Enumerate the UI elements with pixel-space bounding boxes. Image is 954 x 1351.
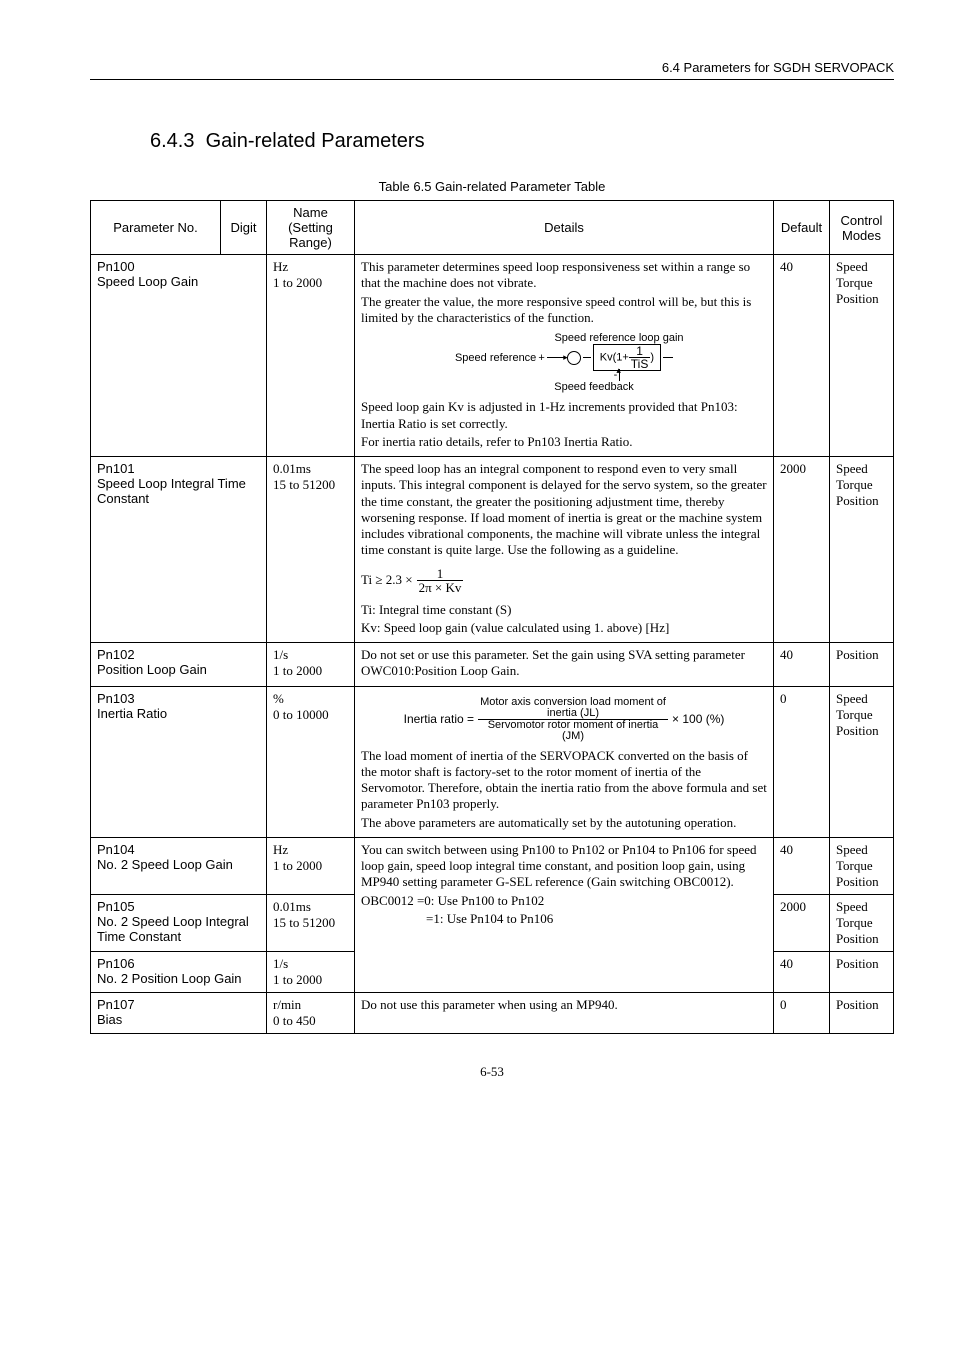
cell-modes: Speed Torque Position (830, 686, 894, 837)
page-header: 6.4 Parameters for SGDH SERVOPACK (90, 60, 894, 80)
transfer-function-box: Kv(1+1TiS) (593, 344, 661, 371)
cell-details: Do not use this parameter when using an … (355, 992, 774, 1033)
cell-name: 0.01ms 15 to 51200 (267, 457, 355, 643)
table-row: Pn107 Bias r/min 0 to 450 Do not use thi… (91, 992, 894, 1033)
table-row: Pn104 No. 2 Speed Loop Gain Hz 1 to 2000… (91, 837, 894, 894)
cell-default: 0 (774, 686, 830, 837)
detail-text: This parameter determines speed loop res… (361, 259, 767, 292)
page-number: 6-53 (90, 1064, 894, 1080)
cell-default: 40 (774, 837, 830, 894)
detail-text: The load moment of inertia of the SERVOP… (361, 748, 767, 813)
formula-tail: × 100 (%) (672, 712, 724, 726)
cell-default: 2000 (774, 457, 830, 643)
cell-default: 0 (774, 992, 830, 1033)
frac-den: TiS (629, 358, 651, 370)
cell-param: Pn100 Speed Loop Gain (91, 255, 267, 457)
detail-text: Do not set or use this parameter. Set th… (361, 647, 767, 680)
breadcrumb: 6.4 Parameters for SGDH SERVOPACK (662, 60, 894, 75)
detail-text: Speed loop gain Kv is adjusted in 1-Hz i… (361, 399, 767, 432)
cell-details: This parameter determines speed loop res… (355, 255, 774, 457)
col-header-name: Name (Setting Range) (267, 201, 355, 255)
cell-modes: Speed Torque Position (830, 255, 894, 457)
col-header-param: Parameter No. (91, 201, 221, 255)
cell-param: Pn106 No. 2 Position Loop Gain (91, 951, 267, 992)
detail-text: You can switch between using Pn100 to Pn… (361, 842, 767, 891)
cell-modes: Position (830, 951, 894, 992)
cell-name: % 0 to 10000 (267, 686, 355, 837)
formula-num: Motor axis conversion load moment of ine… (478, 697, 668, 720)
detail-text: For inertia ratio details, refer to Pn10… (361, 434, 767, 450)
cell-param: Pn101 Speed Loop Integral Time Constant (91, 457, 267, 643)
cell-modes: Speed Torque Position (830, 894, 894, 951)
cell-param: Pn103 Inertia Ratio (91, 686, 267, 837)
col-header-details: Details (355, 201, 774, 255)
table-row: Pn103 Inertia Ratio % 0 to 10000 Inertia… (91, 686, 894, 837)
table-row: Pn102 Position Loop Gain 1/s 1 to 2000 D… (91, 643, 894, 687)
formula-num: 1 (417, 567, 464, 581)
plus-sign: + (538, 352, 544, 364)
cell-modes: Speed Torque Position (830, 837, 894, 894)
kv-text-end: ) (650, 352, 654, 364)
cell-modes: Position (830, 992, 894, 1033)
cell-modes: Position (830, 643, 894, 687)
cell-param: Pn107 Bias (91, 992, 267, 1033)
table-header-row: Parameter No. Digit Name (Setting Range)… (91, 201, 894, 255)
formula-den: 2π × Kv (417, 581, 464, 594)
speed-loop-diagram: Speed reference loop gain Speed referenc… (361, 332, 767, 393)
cell-default: 40 (774, 255, 830, 457)
cell-name: r/min 0 to 450 (267, 992, 355, 1033)
detail-text: The speed loop has an integral component… (361, 461, 767, 559)
section-title-text: Gain-related Parameters (206, 130, 425, 152)
formula-label: Inertia ratio = (404, 712, 474, 726)
col-header-modes: Control Modes (830, 201, 894, 255)
diagram-label-left: Speed reference (455, 352, 536, 364)
cell-name: Hz 1 to 2000 (267, 255, 355, 457)
cell-param: Pn105 No. 2 Speed Loop Integral Time Con… (91, 894, 267, 951)
cell-details: Do not set or use this parameter. Set th… (355, 643, 774, 687)
kv-text: Kv(1+ (600, 352, 629, 364)
detail-text: Do not use this parameter when using an … (361, 997, 767, 1013)
detail-text: The greater the value, the more responsi… (361, 294, 767, 327)
cell-name: 1/s 1 to 2000 (267, 951, 355, 992)
cell-details: The speed loop has an integral component… (355, 457, 774, 643)
cell-details: You can switch between using Pn100 to Pn… (355, 837, 774, 992)
section-number: 6.4.3 (150, 130, 194, 152)
cell-name: Hz 1 to 2000 (267, 837, 355, 894)
cell-name: 1/s 1 to 2000 (267, 643, 355, 687)
gain-parameter-table: Parameter No. Digit Name (Setting Range)… (90, 200, 894, 1034)
cell-default: 40 (774, 643, 830, 687)
cell-name: 0.01ms 15 to 51200 (267, 894, 355, 951)
cell-details: Inertia ratio = Motor axis conversion lo… (355, 686, 774, 837)
detail-text: Kv: Speed loop gain (value calculated us… (361, 620, 767, 636)
detail-text: The above parameters are automatically s… (361, 815, 767, 831)
detail-text: Ti: Integral time constant (S) (361, 602, 767, 618)
section-heading: 6.4.3 Gain-related Parameters (150, 130, 894, 153)
cell-param: Pn102 Position Loop Gain (91, 643, 267, 687)
cell-param: Pn104 No. 2 Speed Loop Gain (91, 837, 267, 894)
cell-modes: Speed Torque Position (830, 457, 894, 643)
detail-text: =1: Use Pn104 to Pn106 (361, 911, 767, 927)
formula-den: Servomotor rotor moment of inertia (JM) (478, 720, 668, 742)
cell-default: 2000 (774, 894, 830, 951)
col-header-digit: Digit (221, 201, 267, 255)
table-row: Pn100 Speed Loop Gain Hz 1 to 2000 This … (91, 255, 894, 457)
diagram-label-top: Speed reference loop gain (471, 332, 767, 344)
table-caption: Table 6.5 Gain-related Parameter Table (90, 179, 894, 194)
formula-left: Ti ≥ 2.3 × (361, 572, 413, 588)
summing-junction-icon (567, 351, 581, 365)
detail-text: OBC0012 =0: Use Pn100 to Pn102 (361, 893, 767, 909)
diagram-label-bottom: Speed feedback (421, 381, 767, 393)
table-row: Pn101 Speed Loop Integral Time Constant … (91, 457, 894, 643)
col-header-default: Default (774, 201, 830, 255)
cell-default: 40 (774, 951, 830, 992)
